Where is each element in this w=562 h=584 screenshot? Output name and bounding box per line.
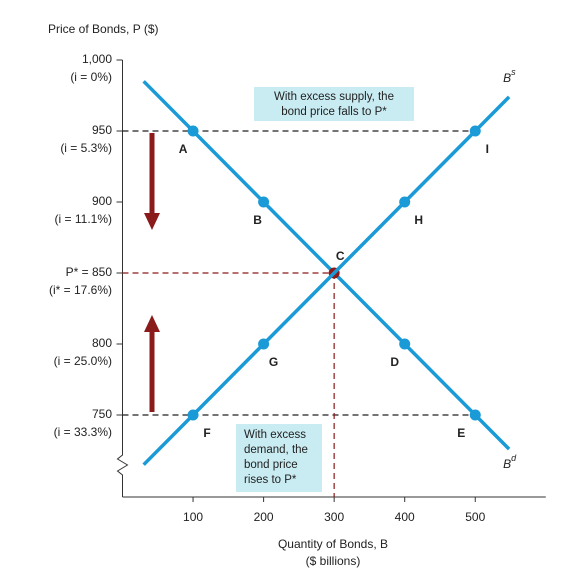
point-label: I [486,142,489,156]
y-tick-sublabel: (i* = 17.6%) [49,283,112,297]
y-tick-sublabel: (i = 25.0%) [54,354,112,368]
y-tick-sublabel: (i = 33.3%) [54,425,112,439]
x-axis-title: Quantity of Bonds, B [278,537,388,551]
point-label: B [253,213,262,227]
point [258,338,270,350]
x-tick-label: 500 [465,510,485,524]
x-tick-label: 400 [395,510,415,524]
annotation: rises to P* [244,474,297,486]
x-tick-label: 100 [183,510,203,524]
y-tick-label: 800 [92,336,112,350]
point [187,125,199,137]
annotation: With excess supply, the [274,91,394,103]
y-tick-sublabel: (i = 5.3%) [60,141,112,155]
series-line [191,129,477,417]
annotation: With excess [244,429,306,441]
point [187,409,199,421]
point-label: A [179,142,188,156]
point-label: G [269,355,278,369]
point [399,338,411,350]
point [469,125,481,137]
point-label: C [336,249,345,263]
y-tick-label: 900 [92,194,112,208]
series-label: Bs [503,67,516,85]
line-extension [142,80,195,133]
point [258,196,270,208]
line-extension [474,413,511,451]
annotation-box [254,87,414,121]
x-tick-label: 300 [324,510,344,524]
line-extension [142,413,195,466]
y-tick-label: 750 [92,407,112,421]
line-extension [474,95,511,133]
y-tick-label: 950 [92,123,112,137]
point [469,409,481,421]
point-label: H [414,213,423,227]
arrows [144,133,160,412]
point-label: D [390,355,399,369]
x-tick-label: 200 [254,510,274,524]
y-tick-sublabel: (i = 0%) [70,70,112,84]
y-tick-sublabel: (i = 11.1%) [55,212,112,226]
point-label: E [457,426,465,440]
y-tick-label: 1,000 [82,52,112,66]
y-tick-label: P* = 850 [66,265,113,279]
point-label: F [203,426,210,440]
y-axis-title: Price of Bonds, P ($) [48,22,159,36]
point [399,196,411,208]
x-axis-subtitle: ($ billions) [306,554,361,568]
annotation: bond price falls to P* [281,106,387,118]
series-label: Bd [503,453,517,471]
annotation: demand, the [244,444,308,456]
annotation: bond price [244,459,298,471]
annotation-box [236,424,322,492]
y-axis [116,60,129,497]
